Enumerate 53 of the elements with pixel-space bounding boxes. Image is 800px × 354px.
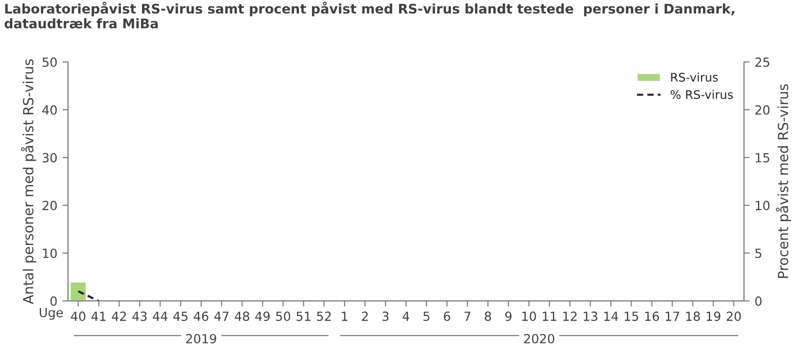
x-tick-label: 46 (194, 312, 208, 321)
text: 2019 (186, 334, 216, 344)
x-tick-label: 17 (666, 312, 680, 321)
x-tick-label: 19 (706, 312, 720, 321)
y-tick-label: 10 (43, 248, 57, 258)
y-tick-label: 50 (42, 57, 57, 67)
y-tick-label: 20 (42, 200, 57, 210)
x-tick-label: 52 (317, 312, 331, 321)
x-tick-label: 44 (152, 312, 168, 321)
x-tick-label: 7 (464, 312, 470, 321)
x-tick-label: 51 (296, 312, 310, 321)
x-tick-label: 8 (484, 312, 492, 321)
x-axis-title: Uge (40, 308, 63, 320)
x-tick-label: 16 (645, 312, 659, 321)
legend-label: % RS-virus (670, 90, 733, 100)
y-tick-label: 40 (42, 105, 57, 115)
y2-tick-label: 25 (755, 57, 770, 67)
x-tick-label: 10 (522, 312, 536, 321)
x-tick-label: 14 (604, 312, 618, 321)
x-tick-label: 3 (382, 312, 388, 321)
chart-title: Laboratoriepåvist RS-virus samt procent påvist med RS-virus blandt testede personer i Danmark, dataudtræk fra MiBa (4, 2, 734, 28)
y-tick-label: 0 (50, 296, 57, 306)
x-tick-label: 6 (444, 312, 450, 321)
x-tick-label: 9 (505, 312, 512, 321)
x-tick-label: 11 (542, 312, 556, 321)
y2-tick-label: 0 (755, 296, 762, 306)
text: 2020 (524, 334, 554, 344)
x-tick-label: 20 (726, 312, 741, 321)
x-tick-label: 1 (342, 312, 348, 321)
x-tick-label: 49 (255, 312, 270, 321)
y-axis-title: Antal personer med påvist RS-virus (21, 59, 36, 304)
x-tick-label: 48 (234, 312, 250, 321)
x-tick-label: 5 (423, 312, 430, 321)
x-tick-label: 47 (214, 312, 229, 321)
y2-tick-label: 20 (755, 105, 770, 115)
y2-tick-label: 15 (756, 153, 770, 162)
x-tick-label: 12 (563, 312, 577, 321)
x-tick-label: 40 (70, 312, 86, 321)
x-tick-label: 15 (624, 312, 638, 321)
x-tick-label: 45 (173, 312, 188, 321)
legend-label: RS-virus (671, 72, 718, 82)
y2-tick-label: 10 (756, 200, 770, 210)
y-tick-label: 30 (42, 153, 57, 162)
x-tick-label: 18 (686, 312, 700, 321)
y2-tick-label: 5 (755, 248, 762, 258)
x-tick-label: 2 (362, 312, 368, 321)
x-tick-label: 41 (91, 312, 106, 321)
x-tick-label: 4 (402, 312, 410, 321)
x-tick-label: 43 (132, 312, 147, 321)
x-tick-label: 42 (112, 312, 126, 321)
x-tick-label: 13 (584, 312, 598, 321)
y2-axis-title: Procent påvist med RS-virus (776, 84, 791, 278)
x-tick-label: 50 (276, 312, 290, 321)
